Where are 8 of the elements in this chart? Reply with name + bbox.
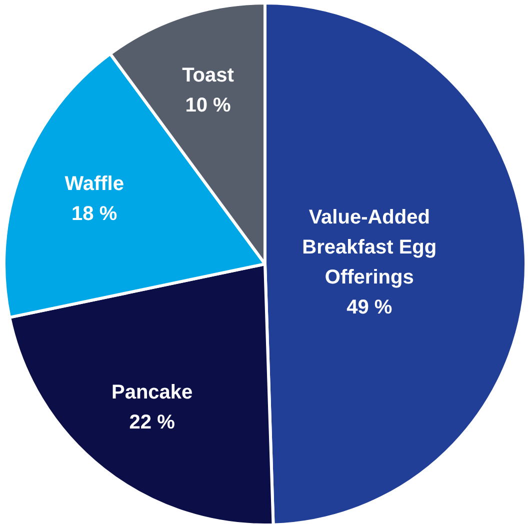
slice-label: Value-Added Breakfast Egg Offerings — [302, 206, 437, 288]
slice-label: Pancake — [111, 382, 193, 404]
data-label: 22 % — [129, 412, 176, 434]
slice-label: Waffle — [64, 172, 124, 195]
data-label: 18 % — [72, 202, 118, 225]
slice-label: Toast — [182, 64, 234, 86]
data-label: 49 % — [346, 296, 392, 318]
data-label: 10 % — [185, 94, 231, 116]
